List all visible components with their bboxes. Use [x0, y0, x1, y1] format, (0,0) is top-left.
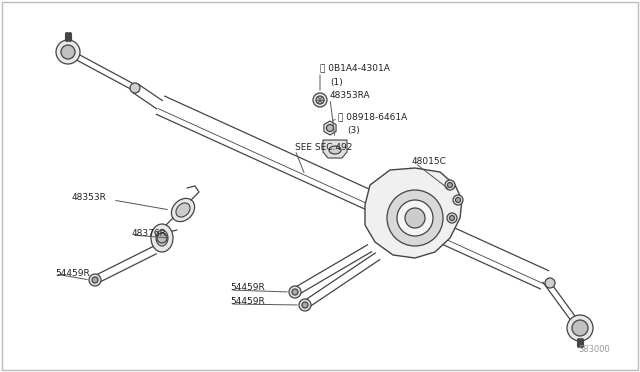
Ellipse shape	[172, 198, 195, 222]
Circle shape	[405, 208, 425, 228]
Circle shape	[292, 289, 298, 295]
Circle shape	[545, 278, 555, 288]
Text: 54459R: 54459R	[230, 298, 265, 307]
Circle shape	[447, 213, 457, 223]
Circle shape	[302, 302, 308, 308]
Circle shape	[567, 315, 593, 341]
Circle shape	[449, 215, 454, 221]
Circle shape	[289, 286, 301, 298]
Text: 48353R: 48353R	[72, 193, 107, 202]
Circle shape	[447, 183, 452, 187]
Text: SEE SEC.492: SEE SEC.492	[295, 144, 353, 153]
Polygon shape	[365, 168, 462, 258]
Polygon shape	[324, 121, 336, 135]
Ellipse shape	[156, 230, 168, 246]
Circle shape	[313, 93, 327, 107]
Text: 48376R: 48376R	[132, 228, 167, 237]
Circle shape	[130, 83, 140, 93]
Text: 48015C: 48015C	[412, 157, 447, 167]
Circle shape	[316, 96, 324, 104]
Text: Ⓝ 08918-6461A: Ⓝ 08918-6461A	[338, 112, 407, 122]
Circle shape	[89, 274, 101, 286]
Text: Ⓑ 0B1A4-4301A: Ⓑ 0B1A4-4301A	[320, 64, 390, 73]
Text: (3): (3)	[347, 126, 360, 135]
Polygon shape	[323, 140, 347, 158]
Text: 48353RA: 48353RA	[330, 90, 371, 99]
Circle shape	[397, 200, 433, 236]
Ellipse shape	[329, 146, 341, 154]
Text: S83000: S83000	[579, 346, 610, 355]
Circle shape	[326, 125, 333, 131]
Ellipse shape	[151, 224, 173, 252]
Text: 54459R: 54459R	[55, 269, 90, 279]
Circle shape	[453, 195, 463, 205]
Circle shape	[92, 277, 98, 283]
Ellipse shape	[176, 203, 190, 217]
Text: 54459R: 54459R	[230, 283, 265, 292]
Circle shape	[572, 320, 588, 336]
Circle shape	[445, 180, 455, 190]
Circle shape	[299, 299, 311, 311]
Circle shape	[61, 45, 75, 59]
Text: (1): (1)	[330, 77, 343, 87]
Circle shape	[387, 190, 443, 246]
Circle shape	[157, 233, 167, 243]
Circle shape	[56, 40, 80, 64]
Circle shape	[456, 198, 461, 202]
